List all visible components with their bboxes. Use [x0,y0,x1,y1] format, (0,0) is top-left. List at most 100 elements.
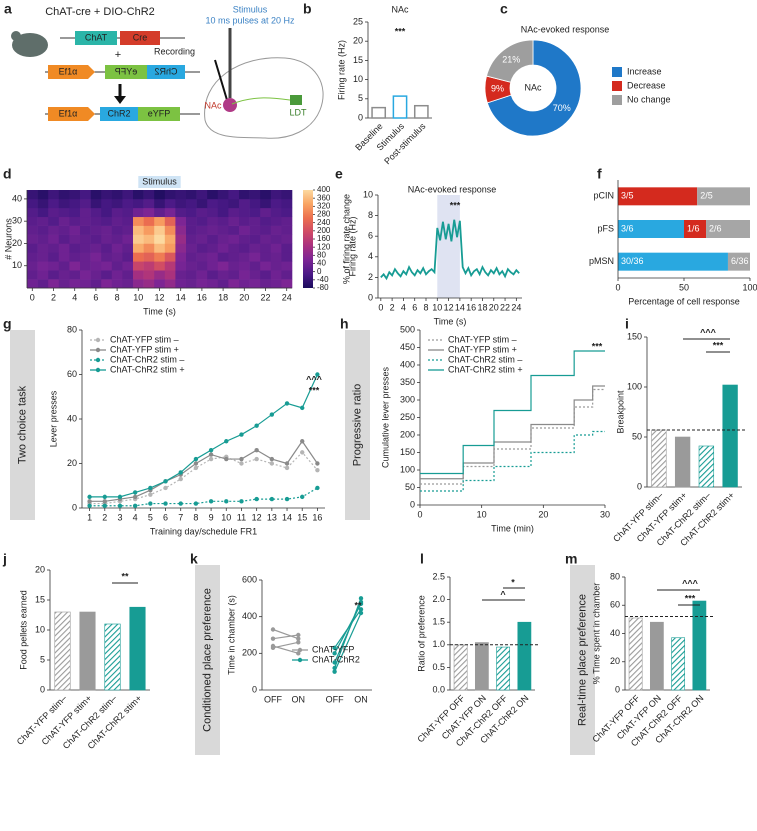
data-point [178,476,183,482]
heatmap-cell [122,216,134,226]
heatmap-cell [111,190,123,200]
y-tick-label: 2.5 [432,571,445,581]
heatmap-cell [249,243,261,253]
y-axis-label: Food pellets earned [18,590,28,670]
heatmap-cell [196,198,208,209]
heatmap-cell [69,261,81,271]
heatmap-cell [69,234,81,244]
heatmap-cell [143,198,155,209]
colorbar-tick-label: 80 [317,250,326,259]
heatmap-cell [239,234,250,244]
heatmap-cell [122,207,134,218]
y-tick-label: 10 [353,74,363,84]
heatmap-cell [164,279,176,289]
heatmap-cell [154,216,166,226]
heatmap-cell [111,279,123,289]
mouse-icon [12,33,48,57]
colorbar-tick-label: 160 [317,234,331,243]
heatmap-cell [37,234,49,244]
data-line [89,374,318,498]
nac-region [223,98,237,112]
y-axis-label: Cumulative lever presses [380,366,390,468]
y-tick-label: 40 [610,628,620,638]
data-point [163,501,168,506]
y-axis-label: % Time spent in chamber [591,583,601,685]
y-axis-label: Time in chamber (s) [226,595,236,675]
bar-label: 2/6 [709,223,722,233]
y-tick-label: 600 [242,574,257,584]
bar-label: 2/5 [700,191,713,201]
annotation: *** [395,26,406,36]
x-tick-label: 100 [742,282,757,292]
data-point [284,401,290,406]
heatmap-cell [186,279,197,289]
y-tick-label: 0.0 [432,684,445,694]
data-line [89,487,318,507]
y-tick-label: 300 [400,394,415,404]
heatmap-cell [143,190,155,200]
panel-letter: g [3,316,12,332]
heatmap-cell [154,243,166,253]
heatmap-cell [186,225,197,235]
heatmap-cell [90,270,102,280]
heatmap-cell [111,234,123,244]
panel-letter: b [303,1,312,17]
x-tick-label: 8 [423,302,428,312]
heatmap-cell [186,243,197,253]
gene-label: eYFP [148,108,171,118]
colorbar [303,190,313,288]
bar-segment [684,220,707,238]
plus: + [115,49,121,61]
heatmap-cell [154,225,166,235]
heatmap-cell [154,270,166,280]
data-point [358,596,364,601]
data-point [87,503,92,508]
gene-box [120,31,160,45]
heatmap-cell [249,225,261,235]
y-tick-label: 1.5 [432,617,445,627]
heatmap-cell [58,261,70,271]
heatmap-cell [260,225,272,235]
heatmap-cell [196,216,208,226]
heatmap-cell [101,279,113,289]
annotation: *** [450,200,461,210]
heatmap-cell [239,279,250,289]
data-point [117,494,123,500]
heatmap-cell [27,207,38,218]
colorbar-label: % of firing rate change [341,194,351,284]
bar [474,642,489,691]
gene-box [105,65,147,79]
y-axis-label: Firing rate (Hz) [347,216,357,276]
bar-segment [618,187,698,206]
heatmap-cell [69,190,81,200]
heatmap-cell [196,270,208,280]
heatmap-cell [101,270,113,280]
y-tick-label: 50 [405,482,415,492]
data-point [193,456,199,462]
heatmap-cell [48,234,60,244]
x-tick-label: 0 [378,302,383,312]
data-point [315,485,320,491]
stimulus-label: Stimulus [233,4,268,14]
heatmap-cell [27,216,38,226]
heatmap-cell [270,243,282,253]
y-axis-label: Lever presses [48,390,58,447]
heatmap-cell [90,207,102,218]
data-point [178,501,183,506]
x-tick-label: 14 [455,302,465,312]
x-tick-label: ON [354,694,368,704]
legend-swatch [612,67,622,77]
gene-label: ChR2 [107,108,130,118]
y-tick-label: 2.0 [432,594,445,604]
heatmap-cell [37,207,49,218]
heatmap-cell [101,190,113,200]
y-tick-label: 30 [12,216,22,226]
heatmap-cell [196,225,208,235]
legend-label: ChAT-YFP stim + [110,344,179,354]
legend-marker [95,347,101,353]
x-tick-label: 7 [178,512,183,522]
bar [453,644,468,691]
y-tick-label: 400 [400,359,415,369]
x-tick-label: 4 [72,292,77,302]
mouse-ear [11,31,21,41]
